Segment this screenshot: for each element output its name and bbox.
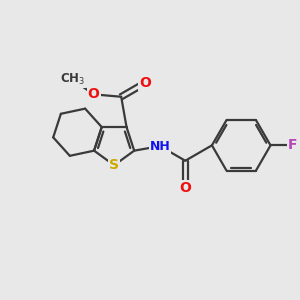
Text: F: F [288,138,297,152]
Text: CH$_3$: CH$_3$ [60,72,85,87]
Text: NH: NH [150,140,170,153]
Text: O: O [139,76,151,90]
Text: S: S [109,158,119,172]
Text: O: O [88,87,100,101]
Text: O: O [179,182,191,195]
